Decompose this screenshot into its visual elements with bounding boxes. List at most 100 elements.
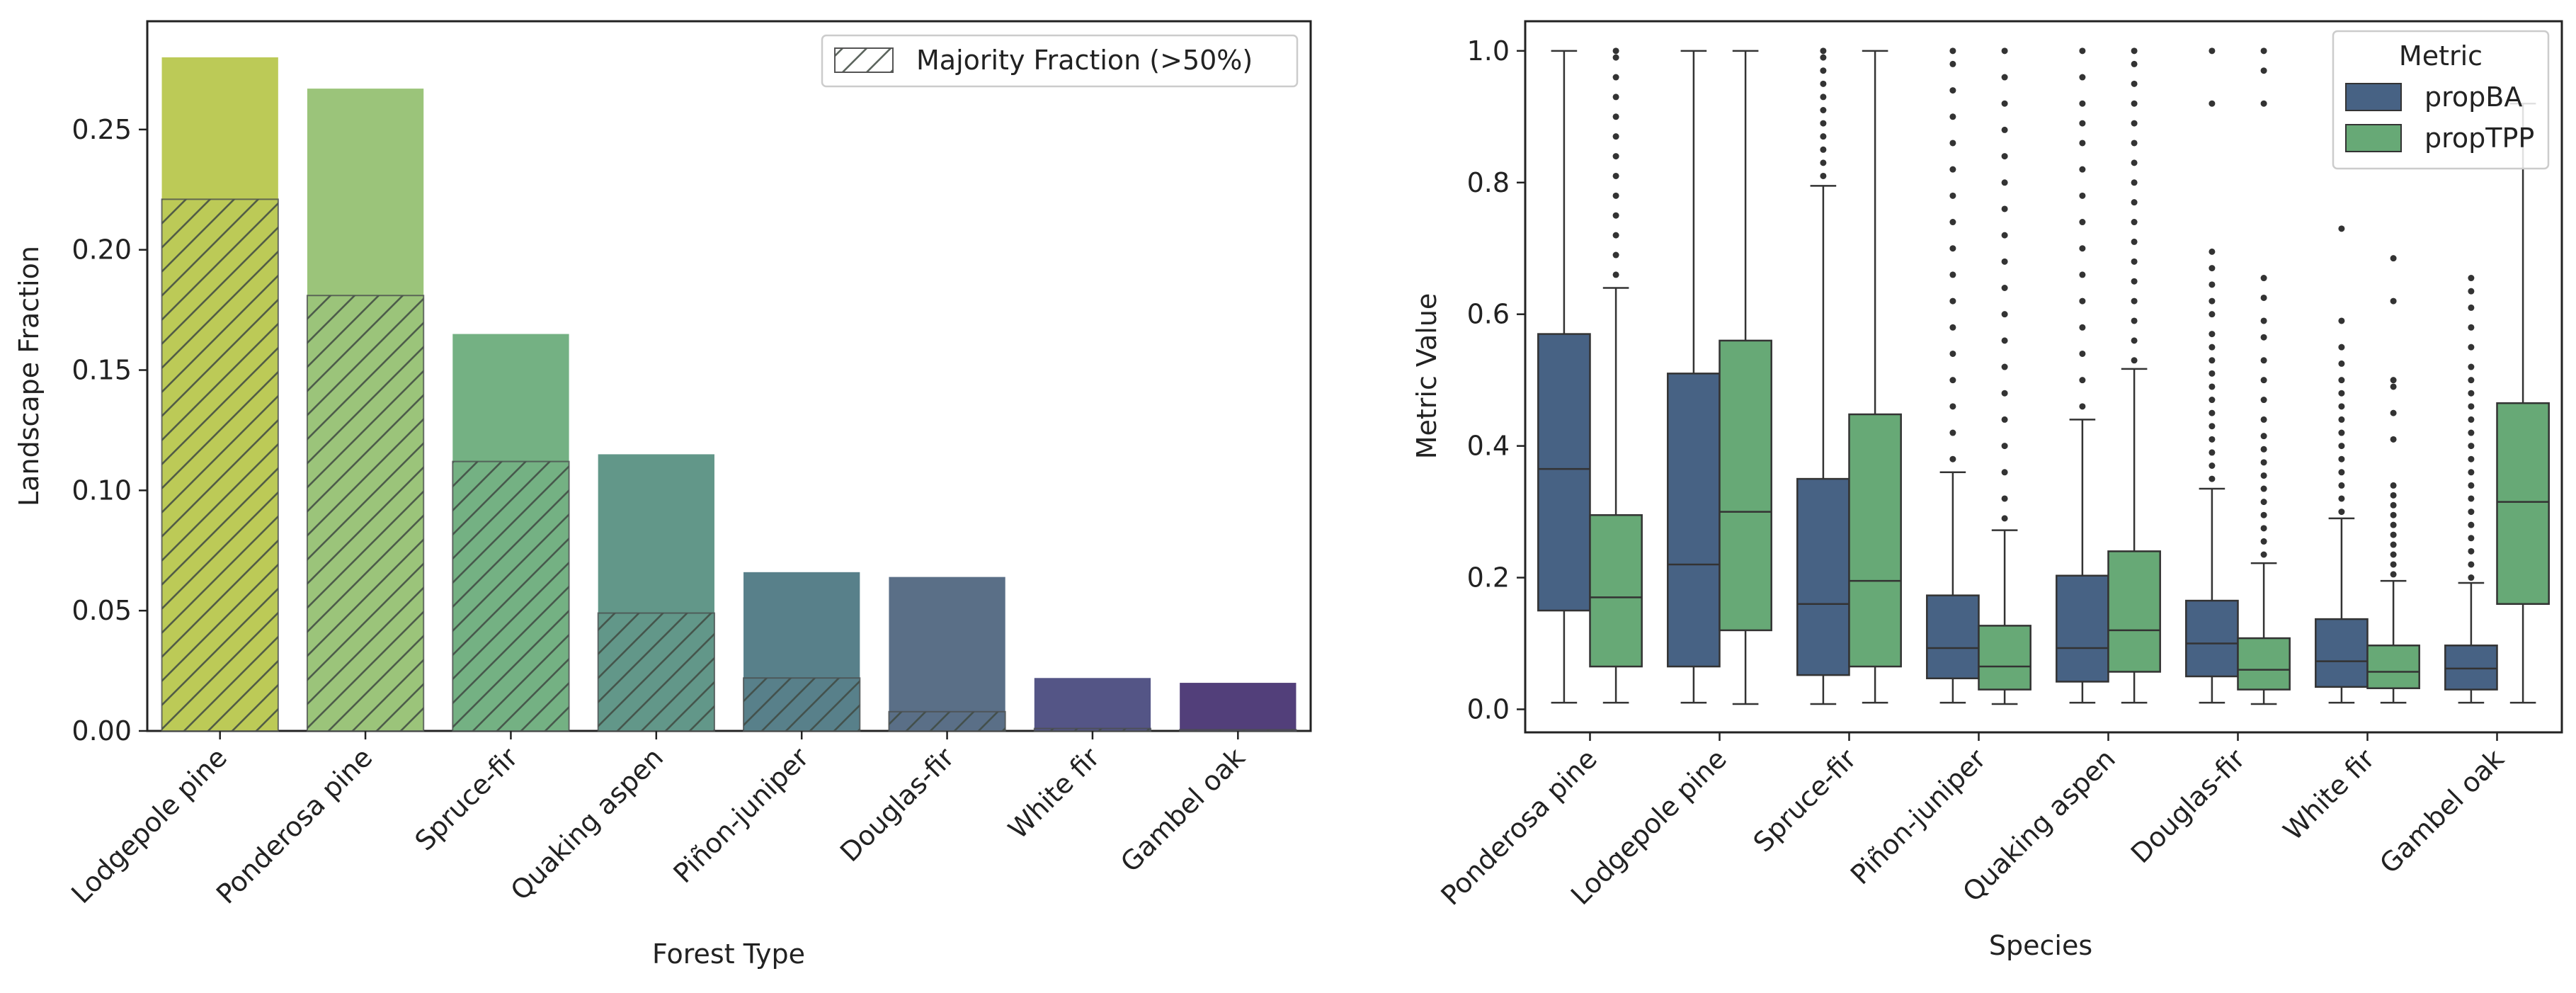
outlier-point xyxy=(2390,531,2397,538)
outlier-point xyxy=(2390,492,2397,499)
box-proptpp-quaking-aspen xyxy=(2107,47,2161,704)
box-propba-quaking-aspen xyxy=(2056,47,2109,704)
outlier-point xyxy=(2131,47,2138,55)
outlier-point xyxy=(2001,416,2008,423)
outlier-point xyxy=(2209,331,2216,338)
outlier-point xyxy=(2390,436,2397,443)
outlier-point xyxy=(2468,304,2475,311)
outlier-point xyxy=(2079,166,2086,173)
bar-marks xyxy=(161,57,1297,732)
outlier-point xyxy=(2338,429,2345,436)
outlier-point xyxy=(2338,403,2345,410)
outlier-point xyxy=(1949,140,1956,147)
outlier-point xyxy=(1949,324,1956,331)
outlier-point xyxy=(2260,47,2267,55)
outlier-point xyxy=(1820,67,1827,74)
outlier-point xyxy=(2260,538,2267,545)
outlier-point xyxy=(1612,172,1619,179)
iqr-box xyxy=(2185,599,2239,678)
outlier-point xyxy=(2209,475,2216,482)
iqr-box xyxy=(2056,574,2109,683)
outlier-point xyxy=(1820,172,1827,179)
outlier-point xyxy=(2001,47,2008,55)
outlier-point xyxy=(2131,60,2138,67)
iqr-box xyxy=(1537,333,1591,612)
outlier-point xyxy=(1949,403,1956,410)
box-proptpp-ponderosa-pine xyxy=(1589,47,1643,704)
majority-bar-ponderosa-pine xyxy=(306,295,425,732)
outlier-point xyxy=(2338,443,2345,450)
outlier-point xyxy=(2468,429,2475,436)
bar-y-axis-label: Landscape Fraction xyxy=(13,246,45,506)
iqr-box xyxy=(1589,513,1643,668)
outlier-point xyxy=(2260,100,2267,107)
bar-white-fir xyxy=(1034,678,1151,731)
outlier-point xyxy=(2468,455,2475,463)
outlier-point xyxy=(2131,258,2138,265)
bar-x-tick-label: Quaking aspen xyxy=(505,742,669,906)
iqr-box xyxy=(2444,645,2498,691)
outlier-point xyxy=(2001,515,2008,522)
outlier-point xyxy=(1820,54,1827,61)
outlier-point xyxy=(2001,232,2008,239)
box-proptpp-spruce-fir xyxy=(1848,50,1902,704)
outlier-point xyxy=(2260,416,2267,423)
box-y-axis-label: Metric Value xyxy=(1411,293,1442,460)
box-plot-frame xyxy=(1524,20,2563,734)
outlier-point xyxy=(2209,344,2216,351)
outlier-point xyxy=(2338,455,2345,463)
outlier-point xyxy=(2260,334,2267,341)
outlier-point xyxy=(2001,311,2008,318)
outlier-point xyxy=(2079,120,2086,127)
outlier-point xyxy=(2131,278,2138,285)
majority-bar-douglas-fir xyxy=(888,710,1006,732)
box-x-axis-label: Species xyxy=(1989,930,2092,961)
bar-douglas-fir xyxy=(889,577,1005,731)
iqr-box xyxy=(1848,413,1902,668)
outlier-point xyxy=(1820,47,1827,55)
box-x-tick-label: Piñon-juniper xyxy=(1845,743,1992,890)
outlier-point xyxy=(2260,275,2267,282)
outlier-point xyxy=(2338,225,2345,232)
box-y-tick-label: 0.4 xyxy=(1467,431,1510,462)
outlier-point xyxy=(2468,377,2475,384)
box-y-tick-label: 0.0 xyxy=(1467,693,1510,725)
box-legend-swatch-propBA xyxy=(2345,83,2402,111)
outlier-point xyxy=(2209,281,2216,288)
outlier-point xyxy=(2079,100,2086,107)
bar-x-tick-label: Lodgepole pine xyxy=(65,742,233,909)
outlier-point xyxy=(1612,54,1619,61)
box-x-tick-label: Gambel oak xyxy=(2373,743,2510,880)
bar-y-tick-label: 0.00 xyxy=(72,715,132,747)
outlier-point xyxy=(2001,469,2008,476)
bar-legend-swatch xyxy=(834,47,894,73)
box-legend-swatch-propTPP xyxy=(2345,124,2402,152)
outlier-point xyxy=(2131,179,2138,186)
bar-y-tick-label: 0.25 xyxy=(72,114,132,145)
outlier-point xyxy=(2338,482,2345,489)
iqr-box xyxy=(2107,550,2161,673)
outlier-point xyxy=(1612,232,1619,239)
outlier-point xyxy=(2079,47,2086,55)
outlier-point xyxy=(2001,179,2008,186)
outlier-point xyxy=(1949,455,1956,463)
iqr-box xyxy=(2315,618,2369,688)
outlier-point xyxy=(1612,251,1619,259)
outlier-point xyxy=(2209,357,2216,364)
iqr-box xyxy=(2496,402,2550,605)
box-legend: Metric propBA propTPP xyxy=(2332,30,2550,170)
outlier-point xyxy=(2338,317,2345,324)
outlier-point xyxy=(2468,363,2475,370)
outlier-point xyxy=(2131,80,2138,87)
outlier-point xyxy=(2001,258,2008,265)
box-marks xyxy=(1537,47,2550,705)
outlier-point xyxy=(2079,377,2086,384)
outlier-point xyxy=(2338,509,2345,516)
outlier-point xyxy=(2338,416,2345,423)
box-propba-douglas-fir xyxy=(2185,47,2239,704)
outlier-point xyxy=(2079,140,2086,147)
outlier-point xyxy=(2260,67,2267,74)
outlier-point xyxy=(2209,248,2216,255)
box-propba-pinon-juniper xyxy=(1926,47,1980,704)
